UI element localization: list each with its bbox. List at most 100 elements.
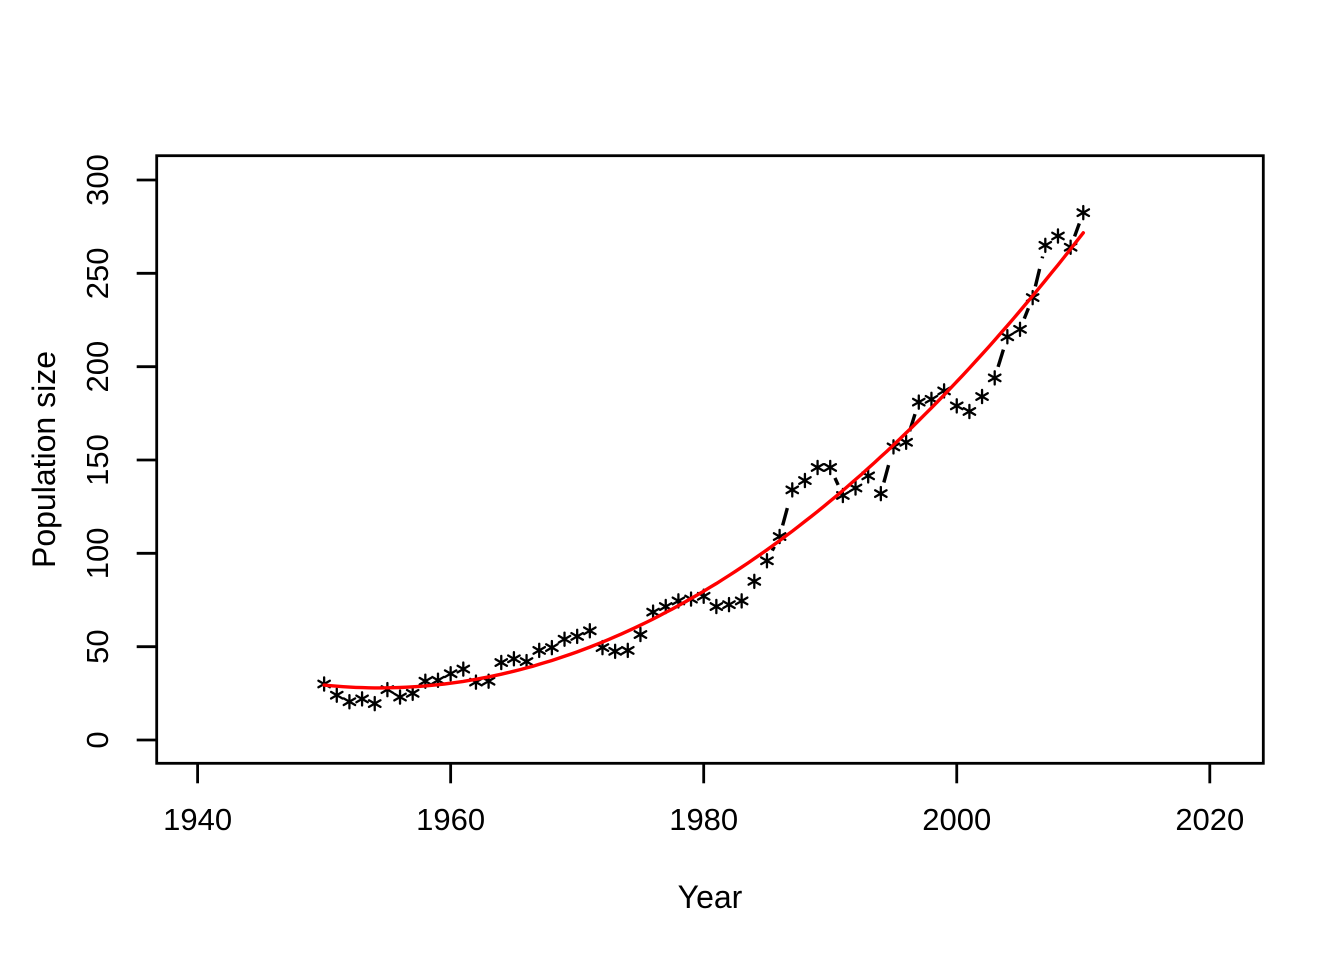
data-point-marker: [873, 485, 888, 502]
asterisk-arm: [646, 607, 660, 617]
asterisk-arm: [342, 697, 357, 707]
fitted-curve-layer: [322, 231, 1085, 690]
data-point-marker: [519, 653, 534, 670]
data-point-marker: [329, 687, 344, 703]
data-point-marker: [532, 642, 547, 659]
x-axis-tick-label: 1980: [669, 802, 738, 837]
data-point-marker: [722, 596, 736, 613]
data-point-marker: [545, 639, 559, 656]
asterisk-arm: [671, 596, 686, 606]
asterisk-arm: [443, 669, 458, 679]
asterisk-arm: [557, 634, 572, 644]
asterisk-arm: [456, 664, 471, 674]
connector-dash-segment: [770, 545, 776, 552]
asterisk-arm: [519, 657, 534, 667]
data-point-marker: [848, 480, 863, 496]
asterisk-arm: [355, 694, 369, 704]
data-point-marker: [342, 693, 357, 710]
asterisk-arm: [760, 556, 774, 566]
data-point-marker: [380, 681, 395, 698]
data-point-marker: [646, 604, 660, 620]
asterisk-arm: [823, 463, 838, 472]
data-point-marker: [747, 573, 762, 590]
data-point-marker: [709, 598, 724, 615]
data-point-marker: [1000, 329, 1015, 345]
data-point-marker: [507, 651, 521, 667]
data-point-marker: [443, 665, 458, 682]
x-axis-tick-label: 1940: [163, 802, 232, 837]
connector-dash-segment: [1033, 256, 1045, 287]
data-point-marker: [760, 553, 774, 569]
data-point-marker: [911, 394, 926, 410]
asterisk-arm: [785, 485, 800, 495]
asterisk-arm: [962, 407, 977, 416]
asterisk-arm: [329, 690, 344, 700]
data-point-marker: [1038, 237, 1053, 254]
data-point-marker: [975, 388, 989, 405]
fitted-curve: [322, 231, 1085, 690]
asterisk-arm: [405, 688, 420, 698]
data-point-marker: [367, 695, 382, 712]
data-point-marker: [620, 642, 635, 659]
connector-dashes-layer: [770, 222, 1081, 552]
asterisk-arm: [1076, 208, 1091, 218]
data-point-marker: [810, 459, 825, 476]
asterisk-arm: [1000, 332, 1015, 342]
asterisk-arm: [987, 373, 1002, 383]
asterisk-arm: [532, 645, 547, 655]
data-point-marker: [557, 631, 572, 647]
data-markers-layer: [317, 204, 1091, 712]
data-point-marker: [734, 593, 749, 609]
y-axis-title: Population size: [26, 351, 62, 568]
asterisk-arm: [367, 699, 382, 709]
connector-dash-segment: [1022, 307, 1030, 320]
data-point-marker: [608, 643, 622, 660]
asterisk-arm: [507, 654, 521, 664]
asterisk-arm: [722, 600, 736, 610]
x-axis-tick-label: 2000: [922, 802, 991, 837]
data-point-marker: [570, 628, 585, 645]
y-axis-tick-label: 250: [80, 247, 115, 299]
data-point-marker: [405, 685, 420, 702]
asterisk-arm: [924, 394, 939, 404]
data-point-marker: [785, 482, 800, 498]
plot-box: [155, 154, 1265, 765]
connector-dash-segment: [996, 347, 1006, 368]
y-axis-tick-label: 200: [80, 341, 115, 393]
data-point-marker: [899, 434, 914, 451]
asterisk-arm: [747, 576, 762, 586]
asterisk-arm: [393, 692, 407, 702]
asterisk-arm: [772, 532, 787, 541]
x-axis-title: Year: [678, 879, 743, 915]
asterisk-arm: [873, 489, 888, 499]
y-axis-tick-label: 50: [80, 629, 115, 663]
data-point-marker: [1076, 204, 1091, 221]
asterisk-arm: [620, 645, 635, 655]
y-axis-tick-label: 100: [80, 527, 115, 579]
asterisk-arm: [975, 392, 989, 401]
data-point-marker: [924, 391, 939, 408]
x-axis-tick-label: 1960: [416, 802, 485, 837]
asterisk-arm: [798, 476, 812, 485]
data-point-marker: [823, 459, 838, 476]
data-point-marker: [582, 623, 597, 639]
asterisk-arm: [633, 630, 648, 639]
asterisk-arm: [431, 675, 445, 685]
data-point-marker: [949, 398, 964, 414]
connector-dash-segment: [882, 457, 893, 483]
asterisk-arm: [1038, 240, 1053, 250]
asterisk-arm: [1013, 324, 1027, 334]
asterisk-arm: [949, 401, 964, 411]
y-axis-tick-label: 300: [80, 154, 115, 206]
data-point-marker: [494, 654, 509, 671]
asterisk-arm: [545, 643, 559, 653]
asterisk-arm: [658, 602, 673, 611]
connector-dash-segment: [833, 477, 840, 486]
asterisk-arm: [418, 676, 433, 686]
data-point-marker: [456, 661, 471, 677]
y-axis-tick-label: 150: [80, 434, 115, 486]
data-point-marker: [987, 370, 1002, 386]
asterisk-arm: [810, 463, 825, 472]
